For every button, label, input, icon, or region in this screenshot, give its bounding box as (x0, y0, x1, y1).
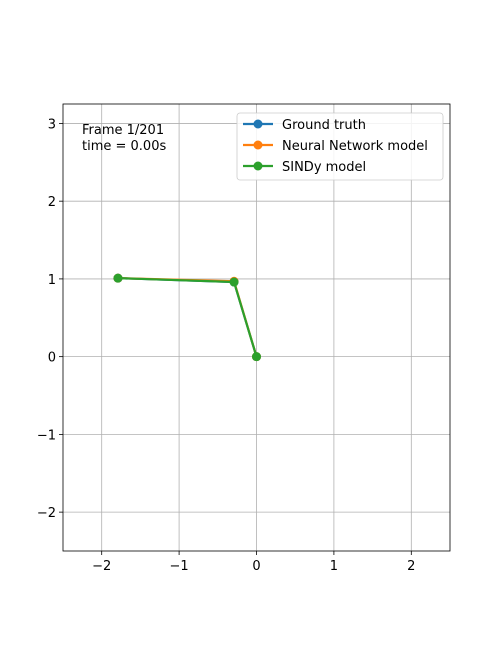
x-tick-label: −1 (170, 559, 189, 574)
legend-label: Neural Network model (282, 139, 428, 154)
legend-marker (253, 140, 263, 150)
x-tick-label: 1 (330, 559, 338, 574)
frame-annotation: Frame 1/201 (82, 123, 164, 138)
legend-marker (253, 161, 263, 171)
y-tick-label: 3 (48, 117, 56, 132)
y-tick-label: 1 (48, 273, 56, 288)
series-group (113, 273, 261, 362)
legend-label: Ground truth (282, 118, 366, 133)
y-tick-label: −1 (37, 428, 56, 443)
legend-marker (253, 119, 263, 129)
legend: Ground truth Neural Network model SINDy mo… (236, 112, 444, 181)
series-point (229, 277, 239, 287)
x-tick-label: 0 (252, 559, 260, 574)
x-tick-label: 2 (407, 559, 415, 574)
time-annotation: time = 0.00s (82, 139, 166, 154)
y-tick-label: −2 (37, 506, 56, 521)
legend-box (236, 112, 444, 181)
series-point (113, 273, 123, 283)
y-tick-label: 2 (48, 195, 56, 210)
y-tick-label: 0 (48, 351, 56, 366)
axis-ticks: −2 −1 0 1 2 −2 −1 0 1 2 3 (37, 117, 416, 574)
legend-label: SINDy model (282, 160, 366, 175)
x-tick-label: −2 (92, 559, 111, 574)
series-point (252, 352, 261, 362)
